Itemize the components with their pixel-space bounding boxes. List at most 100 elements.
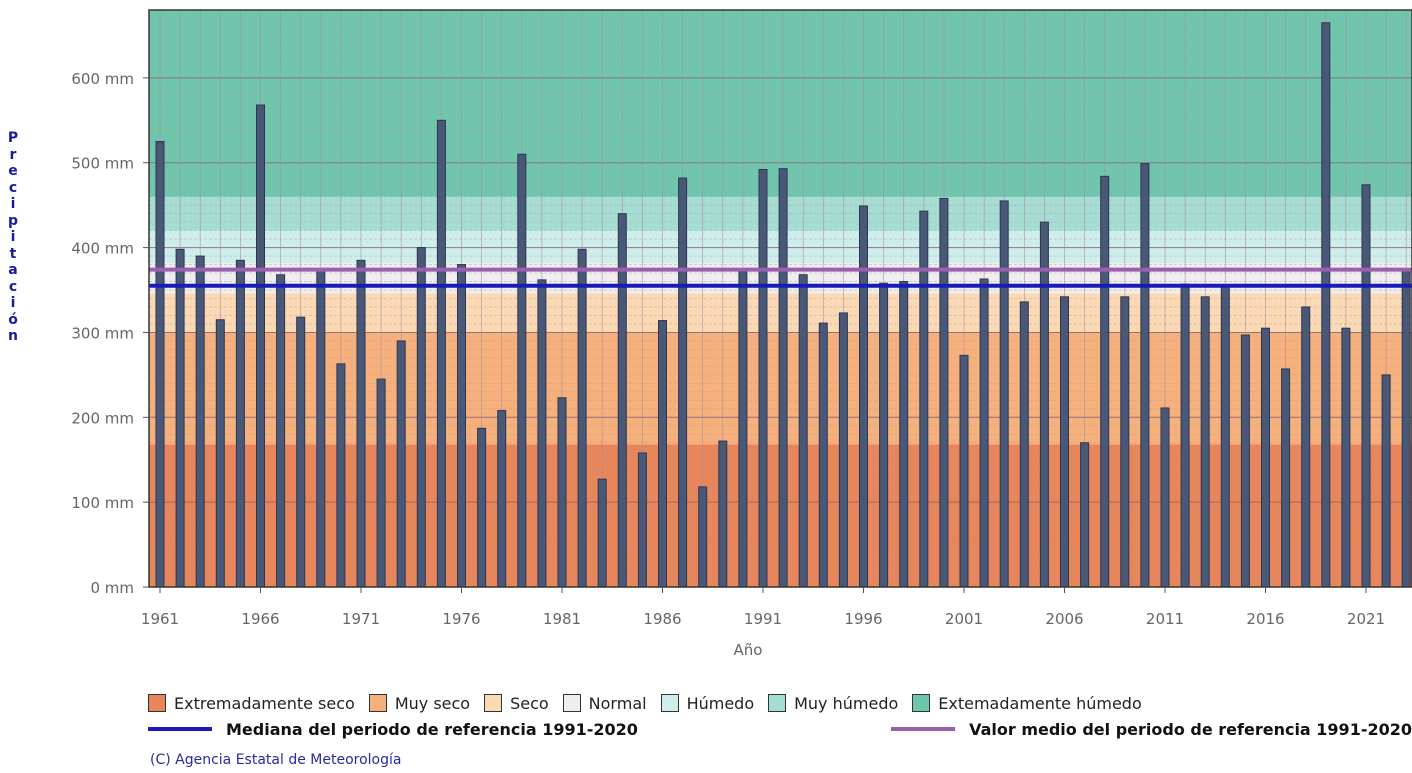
bar-1980 [537,279,547,588]
legend-label: Húmedo [686,693,755,713]
bar-1998 [899,281,909,588]
y-tick-label: 400 mm [71,240,134,258]
bar-1978 [497,410,507,588]
bar-2002 [979,278,989,588]
plot-border [148,9,1412,588]
bar-1985 [637,452,647,588]
bar-1999 [919,210,929,588]
y-tick-label: 500 mm [71,155,134,173]
legend-item-extemadamente-humedo: Extemadamente húmedo [912,693,1142,713]
x-tick-label: 2011 [1146,610,1184,628]
bar-1994 [818,322,828,588]
bar-1993 [798,274,808,588]
bar-1965 [235,259,245,588]
x-tick-label: 1981 [543,610,581,628]
bar-2008 [1100,175,1110,588]
bar-1968 [296,316,306,588]
bar-1974 [416,247,426,588]
bar-2011 [1160,407,1170,588]
legend-swatch [768,694,787,712]
bar-1996 [859,205,868,588]
bar-2006 [1060,296,1069,588]
legend-item-humedo: Húmedo [660,693,755,713]
bar-2000 [939,197,949,588]
x-axis-label: Año [734,641,763,659]
legend-label: Normal [588,693,647,713]
bar-1992 [778,168,788,588]
x-tick-label: 1971 [342,610,380,628]
bar-1997 [879,282,889,588]
legend-item-mean: Valor medio del periodo de referencia 19… [891,720,1412,739]
legend-item-muy-seco: Muy seco [368,693,471,713]
x-tick-label: 1986 [643,610,681,628]
bar-1986 [658,320,667,588]
bar-1988 [698,486,708,588]
bar-1976 [457,264,466,588]
bar-1987 [678,177,688,588]
bar-1964 [215,319,225,588]
bar-2004 [1019,301,1029,588]
x-tick-label: 1961 [141,610,179,628]
bar-2014 [1220,286,1230,588]
legend-item-extremadamente-seco: Extremadamente seco [148,694,355,713]
bar-1981 [557,397,567,588]
bar-1970 [336,363,346,588]
bar-1995 [838,312,848,588]
legend-label: Extremadamente seco [174,693,355,713]
mean-label: Valor medio del periodo de referencia 19… [969,719,1412,739]
x-tick-label: 2001 [945,610,983,628]
legend-swatch [484,694,503,712]
x-tick-label: 1991 [744,610,782,628]
bar-2018 [1301,306,1311,588]
median-label: Mediana del periodo de referencia 1991-2… [226,719,638,739]
bar-2010 [1140,163,1150,588]
x-tick-label: 2021 [1347,610,1385,628]
y-tick-label: 300 mm [71,324,134,342]
bar-2023 [1401,268,1411,588]
bar-2001 [959,354,969,588]
legend-swatch [368,694,387,712]
bar-1973 [396,340,406,588]
bar-2015 [1240,334,1250,588]
legend-label: Muy húmedo [794,693,899,713]
x-tick-label: 1976 [442,610,480,628]
bar-2009 [1120,296,1130,588]
precipitation-chart: 0 mm 100 mm 200 mm 300 mm 400 mm 500 mm 600 mm… [71,9,1412,659]
bar-1990 [738,270,748,588]
bar-1966 [256,104,265,588]
bar-1969 [316,268,326,588]
legend-swatch [148,694,166,712]
bar-2007 [1080,442,1090,588]
legend-item-median: Mediana del periodo de referencia 1991-2… [148,720,638,739]
bar-2019 [1321,22,1331,588]
bar-2021 [1361,184,1371,588]
bar-2017 [1281,368,1291,588]
legend-item-normal: Normal [562,693,647,713]
median-line-swatch [148,727,212,731]
bar-1982 [577,248,587,588]
y-tick-label: 600 mm [71,70,134,88]
bar-2022 [1381,374,1391,588]
bar-2020 [1341,327,1351,588]
bar-2012 [1180,283,1190,588]
bar-1975 [436,119,446,588]
bar-1983 [597,478,607,588]
bar-1991 [758,169,768,588]
legend-swatch [912,694,931,712]
bar-2005 [1039,221,1049,588]
bar-1989 [718,440,728,588]
bar-1961 [155,141,165,588]
bar-2013 [1200,296,1210,588]
copyright-text: (C) Agencia Estatal de Meteorología [150,752,402,768]
y-tick-label: 200 mm [71,409,134,427]
y-tick-label: 100 mm [71,494,134,512]
bar-1962 [175,248,185,588]
bar-1971 [356,259,366,588]
bar-1972 [376,378,386,588]
legend-label: Extemadamente húmedo [938,693,1142,713]
bar-1979 [517,153,527,588]
bar-2003 [999,200,1009,588]
mean-line-swatch [891,727,956,731]
legend-label: Muy seco [394,693,471,713]
